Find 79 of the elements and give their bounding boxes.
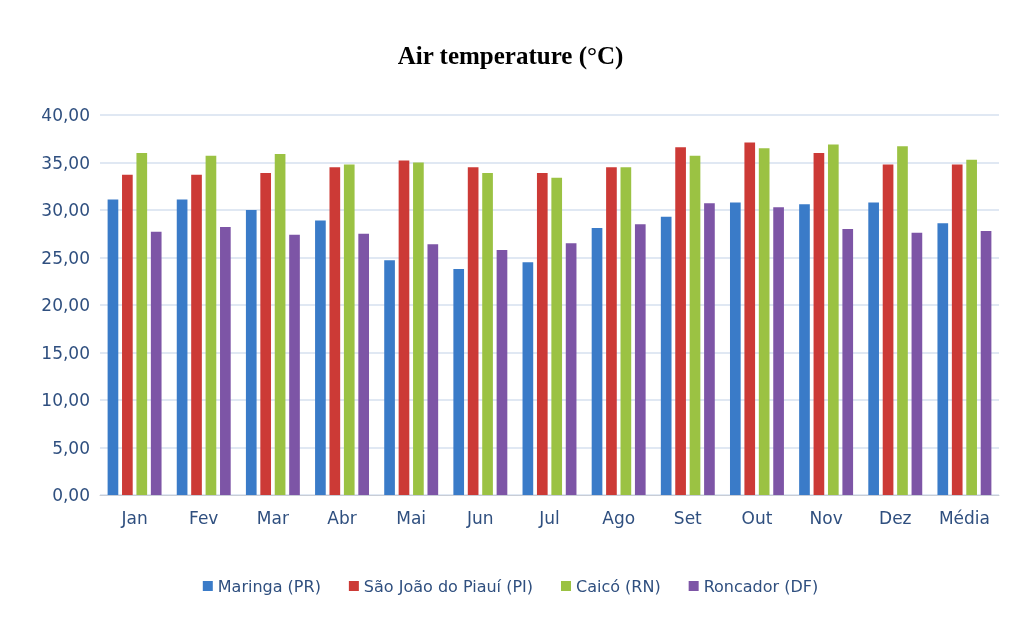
legend-label: São João do Piauí (PI) [363,576,533,596]
bar [937,223,949,495]
bar [220,227,231,495]
legend-label: Caicó (RN) [575,576,661,596]
bar [758,148,770,495]
bar [107,199,119,495]
bar [191,174,202,495]
bar [398,160,410,495]
bar [689,155,701,495]
x-tick-label: Ago [602,507,636,528]
y-tick-label: 25,00 [41,247,90,268]
bar [176,199,188,495]
bar [329,167,341,495]
bar [413,162,424,495]
bar [868,202,879,495]
x-tick-label: Out [741,507,773,528]
x-tick-label: Mai [396,507,427,528]
bar [289,234,300,495]
bar [260,172,272,495]
bar [882,164,894,495]
bar [453,268,465,495]
bar [897,146,908,495]
bar [799,204,810,495]
bar [951,164,963,495]
bar [122,174,133,495]
bar [245,210,257,495]
x-tick-label: Mar [256,507,289,528]
bar [150,231,162,495]
bar [660,216,672,495]
x-tick-label: Jun [466,507,494,528]
bar [205,155,217,495]
x-tick-label: Fev [189,507,219,528]
y-tick-label: 35,00 [41,152,90,173]
bar [911,232,923,495]
bar [827,144,839,495]
x-tick-label: Dez [879,507,912,528]
bar [315,220,326,495]
y-tick-label: 15,00 [41,342,90,363]
x-tick-label: Abr [327,507,357,528]
bar [773,207,784,495]
y-tick-label: 0,00 [52,485,90,505]
bar [704,203,715,495]
y-tick-label: 30,00 [41,200,90,220]
legend-label: Roncador (DF) [703,576,819,596]
bar [482,172,493,495]
bar [591,228,603,495]
bar [744,142,756,495]
bar [274,153,286,495]
bar [813,153,825,495]
bar [980,230,992,495]
chart-title: Air temperature (°C) [397,42,624,70]
bar [358,233,370,495]
x-tick-label: Jul [538,507,560,528]
bar [620,167,632,495]
bar [606,167,617,495]
bar [136,153,148,495]
y-tick-label: 10,00 [41,390,90,410]
x-tick-label: Nov [809,507,843,528]
bar [467,167,479,495]
bar [565,243,577,495]
y-tick-label: 40,00 [41,105,90,125]
bar [551,177,563,495]
y-tick-label: 5,00 [52,437,90,458]
bar [966,159,977,495]
x-tick-label: Set [673,507,703,528]
bar [343,164,355,495]
bar [536,172,548,495]
legend-label: Maringa (PR) [217,576,321,596]
bar [675,147,686,495]
bar [842,229,854,495]
bar [427,244,439,495]
bar [729,202,741,495]
bar [634,224,646,495]
x-tick-label: Jan [120,507,148,528]
x-tick-label: Média [938,507,990,528]
bar [496,249,508,495]
bar [522,262,534,495]
y-tick-label: 20,00 [41,295,90,315]
bar [384,260,395,495]
